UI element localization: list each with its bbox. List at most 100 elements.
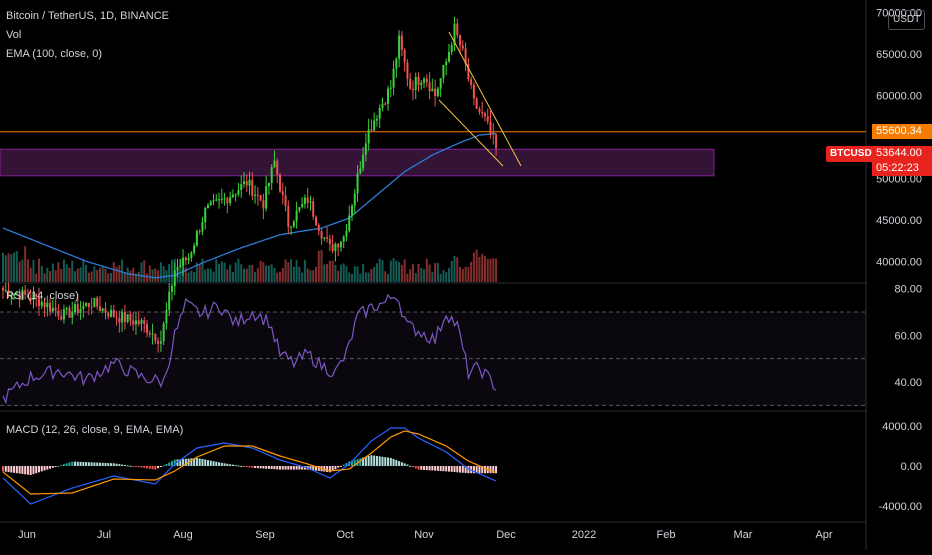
candle-body xyxy=(176,267,179,271)
macd-histogram-bar xyxy=(65,463,68,466)
macd-histogram-bar xyxy=(381,456,384,466)
volume-bar xyxy=(356,266,359,282)
volume-bar xyxy=(392,258,395,282)
ema-line xyxy=(2,132,497,279)
candle-body xyxy=(339,241,342,248)
macd-histogram-bar xyxy=(121,464,124,466)
macd-histogram-bar xyxy=(204,459,207,466)
candle xyxy=(110,304,113,318)
candle-body xyxy=(123,312,126,322)
wedge-upper-trendline xyxy=(448,31,522,167)
candle xyxy=(170,282,173,301)
volume-bar xyxy=(79,267,82,282)
candle xyxy=(492,122,495,145)
candle xyxy=(265,175,268,212)
candle-body xyxy=(193,245,196,253)
candle xyxy=(301,197,304,209)
macd-histogram-bar xyxy=(423,466,426,470)
candle-body xyxy=(409,78,412,89)
macd-histogram-bar xyxy=(96,462,99,466)
candle-body xyxy=(82,305,85,309)
candle xyxy=(85,301,88,308)
candle xyxy=(49,298,52,316)
macd-histogram-bar xyxy=(251,466,254,468)
macd-histogram-bar xyxy=(76,461,79,466)
macd-histogram-bar xyxy=(334,466,337,470)
candle-body xyxy=(436,88,439,97)
candle xyxy=(464,42,467,72)
macd-histogram-bar xyxy=(198,458,201,466)
volume-bar xyxy=(267,265,270,282)
volume-bar xyxy=(470,261,473,282)
volume-bar xyxy=(35,273,38,282)
candle-body xyxy=(428,82,431,92)
volume-bar xyxy=(270,264,273,282)
candle-body xyxy=(104,308,107,313)
macd-histogram-bar xyxy=(173,459,176,466)
candle-body xyxy=(15,293,18,295)
volume-bar xyxy=(420,268,423,282)
candle xyxy=(384,101,387,106)
candle xyxy=(353,188,356,215)
candle xyxy=(312,197,315,220)
candle-body xyxy=(157,340,160,344)
volume-bar xyxy=(467,266,470,282)
macd-histogram-bar xyxy=(403,463,406,466)
candle-body xyxy=(179,265,182,268)
volume-bar xyxy=(65,264,68,282)
macd-histogram-bar xyxy=(406,464,409,466)
volume-bar xyxy=(328,260,331,282)
macd-histogram-bar xyxy=(148,466,151,469)
volume-bar xyxy=(245,268,248,282)
candle xyxy=(447,43,450,63)
candle xyxy=(331,234,334,254)
symbol-tag: BTCUSDT xyxy=(826,146,882,162)
volume-bar xyxy=(423,269,426,282)
candle xyxy=(198,229,201,235)
candle xyxy=(434,79,437,107)
candle xyxy=(137,310,140,327)
candle xyxy=(154,333,157,345)
candle-body xyxy=(351,205,354,216)
volume-bar xyxy=(348,272,351,282)
candle xyxy=(472,82,475,106)
volume-bar xyxy=(334,264,337,282)
candle xyxy=(182,249,185,277)
candle-body xyxy=(489,121,492,134)
volume-bar xyxy=(306,268,309,282)
candle xyxy=(206,203,209,209)
candle-body xyxy=(359,168,362,174)
candle xyxy=(445,58,448,76)
candle-body xyxy=(292,221,295,227)
volume-bar xyxy=(2,252,4,282)
volume-bar xyxy=(96,269,99,282)
candle-body xyxy=(195,231,198,246)
macd-histogram-bar xyxy=(364,456,367,466)
candle-body xyxy=(21,290,24,301)
candle-body xyxy=(284,195,287,207)
volume-bar xyxy=(242,268,245,282)
macd-tick-label: 4000.00 xyxy=(882,421,922,433)
currency-button[interactable]: USDT xyxy=(888,10,926,30)
candle xyxy=(373,112,376,131)
candle xyxy=(423,76,426,89)
candle xyxy=(112,304,115,318)
macd-histogram-bar xyxy=(262,466,265,469)
time-tick-label: Jun xyxy=(18,529,36,541)
volume-bar xyxy=(43,273,46,282)
candle xyxy=(148,330,151,338)
macd-histogram-bar xyxy=(481,466,484,474)
rsi-line xyxy=(2,293,497,405)
level-price-tag: 55600.34 xyxy=(872,124,932,139)
candle-body xyxy=(168,291,171,310)
volume-bar xyxy=(447,267,450,282)
macd-histogram-bar xyxy=(287,466,290,470)
macd-histogram-bar xyxy=(68,462,71,466)
volume-bar xyxy=(425,258,428,282)
macd-histogram-bar xyxy=(62,464,65,466)
time-tick-label: Dec xyxy=(496,529,516,541)
macd-histogram-bar xyxy=(146,466,149,469)
macd-histogram-bar xyxy=(98,462,101,466)
